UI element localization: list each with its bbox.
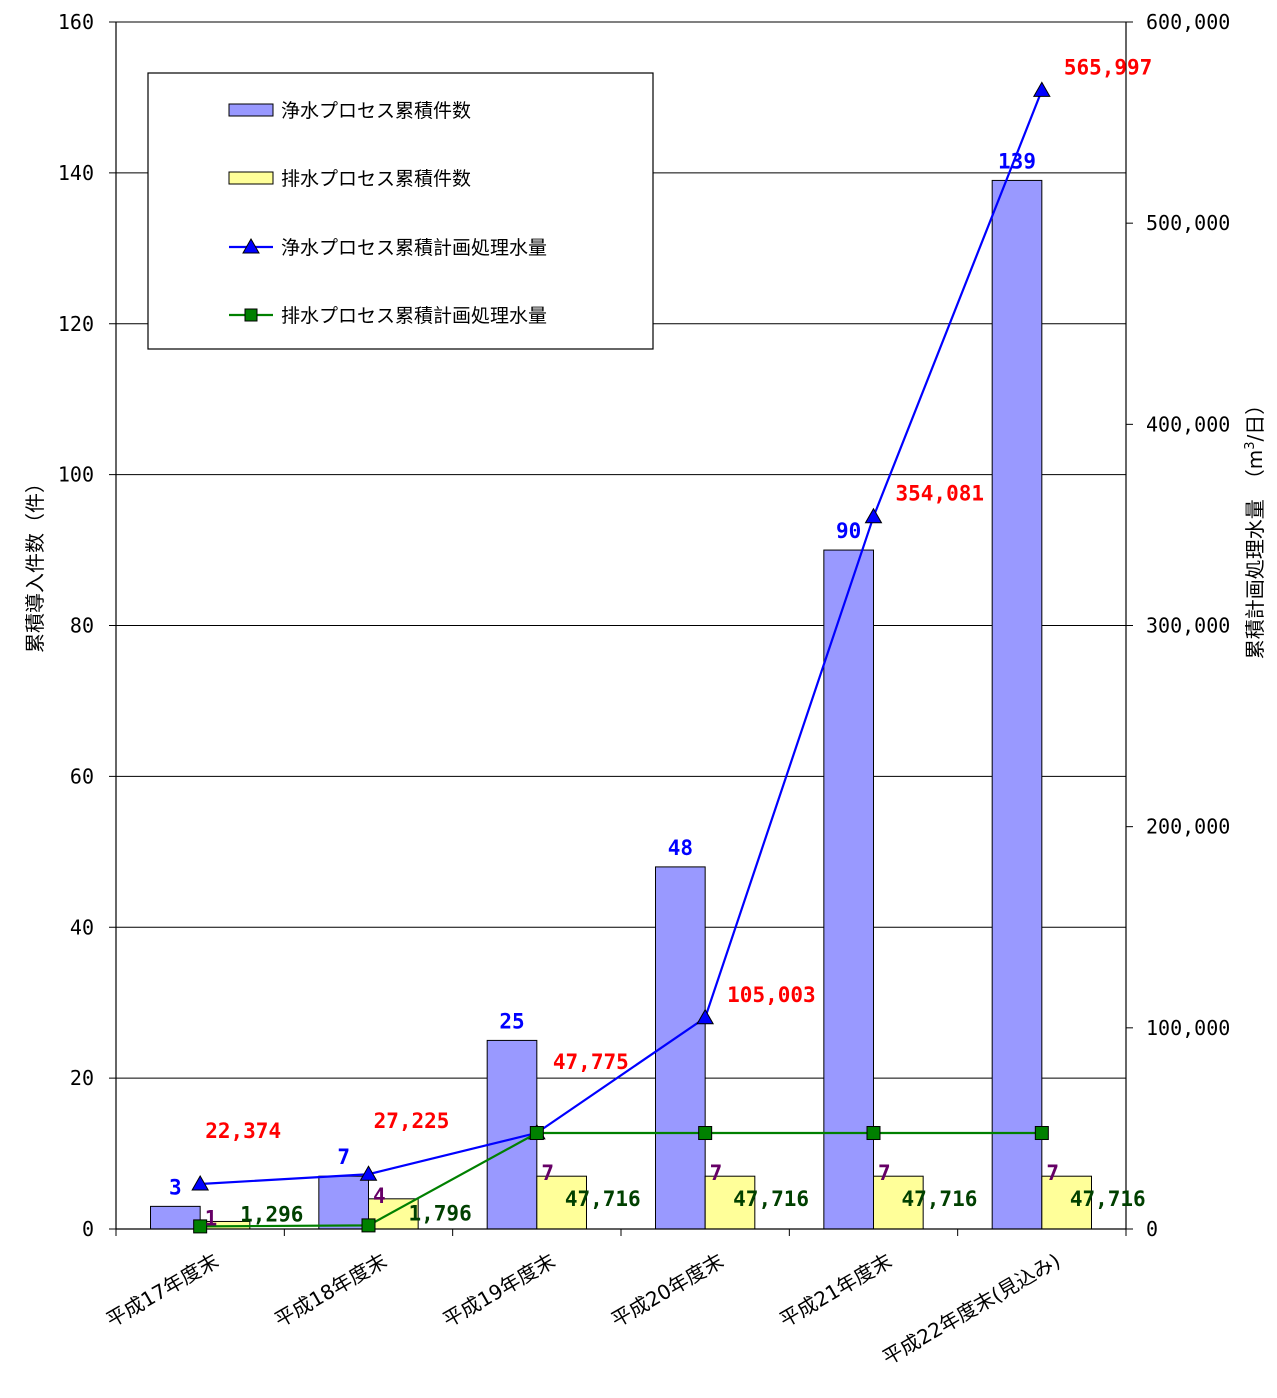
y-left-tick-label: 60	[70, 764, 94, 788]
tick-labels: 0 20 40 60 80 100 120 140 160 0 100,000 200,000 300,…	[58, 10, 1230, 1241]
bar-data-label: 7	[1046, 1161, 1059, 1185]
bar-data-label: 139	[998, 149, 1036, 173]
bar	[318, 1175, 370, 1230]
bar-data-label: 7	[337, 1145, 350, 1169]
lines	[191, 81, 1051, 1234]
legend-swatch	[228, 103, 274, 117]
y-axis-left-title: 累積導入件数（件）	[23, 473, 47, 653]
bar	[1041, 1175, 1092, 1230]
triangle-marker	[1032, 81, 1051, 97]
category-label: 平成19年度末	[439, 1249, 560, 1333]
y-right-tick-label: 100,000	[1146, 1016, 1230, 1040]
square-marker	[361, 1218, 376, 1233]
legend-label: 浄水プロセス累積計画処理水量	[281, 237, 547, 259]
line-data-label: 22,374	[205, 1119, 281, 1143]
category-label: 平成20年度末	[607, 1249, 728, 1333]
legend-swatch	[228, 171, 274, 185]
legend: 浄水プロセス累積件数排水プロセス累積件数浄水プロセス累積計画処理水量排水プロセス…	[147, 72, 654, 350]
bar	[704, 1175, 756, 1230]
square-marker	[866, 1126, 881, 1141]
triangle-marker	[359, 1165, 378, 1181]
legend-label: 排水プロセス累積件数	[281, 168, 471, 190]
y-right-tick-label: 300,000	[1146, 614, 1230, 638]
line-data-label: 47,716	[1070, 1187, 1146, 1211]
category-labels: 平成17年度末 平成18年度末 平成19年度末 平成20年度末 平成21年度末平成22年…	[102, 1249, 1064, 1370]
y-left-tick-label: 120	[58, 312, 94, 336]
line-data-label: 27,225	[374, 1109, 450, 1133]
category-label: 平成22年度末(見込み)	[878, 1249, 1064, 1370]
line-data-label: 47,775	[553, 1050, 629, 1074]
line-data-label: 47,716	[902, 1187, 978, 1211]
bar-data-label: 25	[499, 1009, 524, 1033]
bars	[150, 179, 1092, 1230]
y-left-tick-label: 160	[58, 10, 94, 34]
bar-data-label: 7	[710, 1161, 723, 1185]
bar	[823, 549, 875, 1230]
bar-data-label: 90	[836, 519, 861, 543]
y-right-tick-label: 600,000	[1146, 10, 1230, 34]
bar-data-label: 48	[668, 836, 693, 860]
line-data-label: 47,716	[565, 1187, 641, 1211]
bar-data-label: 7	[541, 1161, 554, 1185]
bar-data-label: 3	[169, 1175, 182, 1199]
triangle-marker	[864, 507, 883, 524]
line-data-label: 47,716	[733, 1187, 809, 1211]
y-left-tick-label: 0	[82, 1217, 94, 1241]
y-right-tick-label: 400,000	[1146, 412, 1230, 436]
square-marker	[1034, 1126, 1049, 1141]
line-data-label: 1,296	[240, 1202, 303, 1226]
legend-label: 浄水プロセス累積件数	[281, 100, 471, 122]
bar	[991, 179, 1043, 1230]
y-left-tick-label: 80	[70, 614, 94, 638]
square-marker	[193, 1219, 208, 1234]
axes	[109, 21, 1133, 1236]
triangle-marker	[696, 1008, 715, 1025]
y-left-tick-label: 100	[58, 463, 94, 487]
bar-data-label: 7	[878, 1161, 891, 1185]
bar	[655, 866, 706, 1230]
square-marker	[698, 1126, 713, 1141]
category-label: 平成17年度末	[102, 1249, 223, 1333]
y-axis-right-title: 累積計画処理水量 （m3/日）	[1243, 395, 1267, 660]
legend-box	[147, 72, 654, 350]
line-data-label: 1,796	[409, 1201, 472, 1225]
bar-data-label: 1	[205, 1206, 218, 1230]
legend-square-marker	[244, 308, 258, 322]
y-right-tick-label: 0	[1146, 1217, 1158, 1241]
y-left-tick-label: 40	[70, 915, 94, 939]
legend-triangle-marker	[242, 237, 260, 254]
y-left-tick-label: 140	[58, 161, 94, 185]
axis-titles: 累積導入件数（件） 累積計画処理水量 （m3/日）	[23, 395, 1267, 660]
bar	[150, 1205, 201, 1230]
bar	[536, 1175, 587, 1230]
y-left-tick-label: 20	[70, 1066, 94, 1090]
bar-data-label: 4	[373, 1184, 386, 1208]
series-line	[200, 1131, 1042, 1228]
line-data-label: 105,003	[727, 983, 816, 1007]
triangle-marker	[191, 1174, 210, 1191]
line-data-label: 354,081	[896, 482, 985, 506]
series-line	[200, 89, 1043, 1186]
square-marker	[529, 1126, 544, 1141]
bar	[873, 1175, 924, 1230]
y-right-tick-label: 200,000	[1146, 815, 1230, 839]
legend-label: 排水プロセス累積計画処理水量	[281, 305, 547, 327]
y-right-tick-label: 500,000	[1146, 211, 1230, 235]
category-label: 平成18年度末	[270, 1249, 391, 1333]
line-data-label: 565,997	[1064, 55, 1153, 79]
category-label: 平成21年度末	[775, 1249, 896, 1333]
